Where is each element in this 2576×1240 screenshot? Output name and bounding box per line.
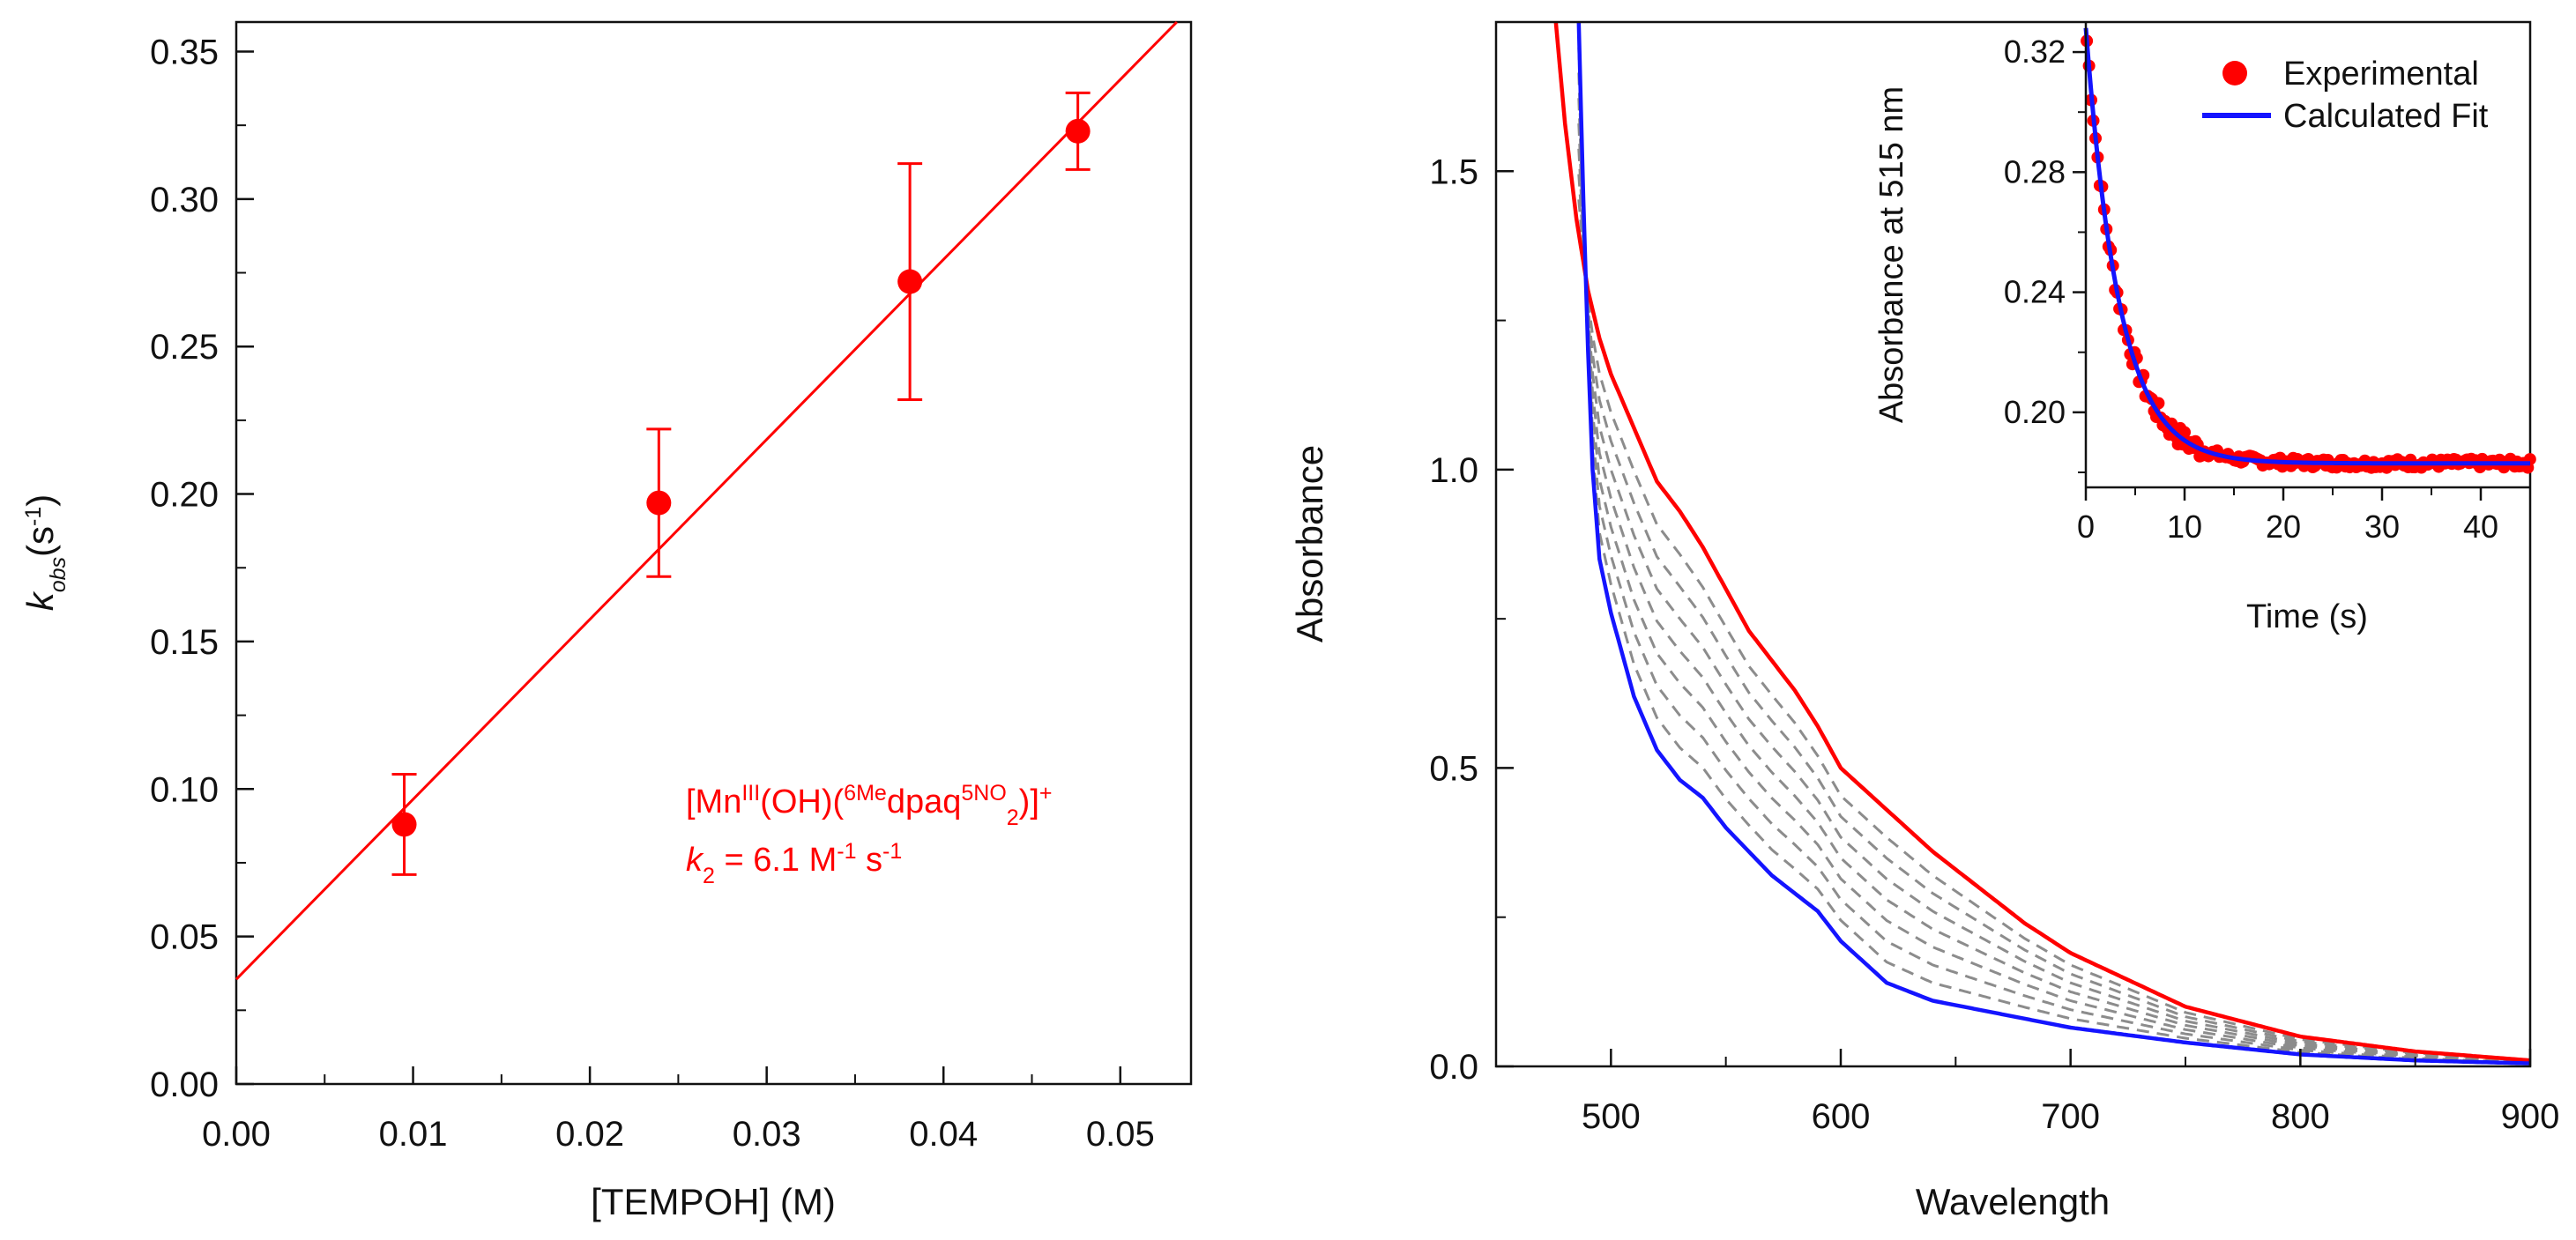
right-x-tick-label: 600 (1812, 1097, 1871, 1136)
left-axis-ticks: 0.00 0.01 0.02 0.03 0.04 0.05 0.00 0.05 0.10 0.15… (150, 33, 1155, 1154)
data-point-marker (1065, 118, 1091, 144)
calculated-fit-curve (2083, 27, 2530, 466)
inset-y-tick-label: 0.28 (2004, 153, 2066, 189)
intermediate-spectrum (1577, 123, 2531, 1064)
data-point (391, 773, 417, 876)
left-y-axis-title: kobs(s-1) (19, 494, 71, 612)
inset-y-tick-label: 0.24 (2004, 274, 2066, 310)
intermediate-spectrum (1577, 148, 2531, 1064)
left-y-tick-label: 0.20 (150, 476, 219, 515)
inset-legend: Experimental Calculated Fit (2202, 56, 2489, 135)
inset-background (1869, 26, 2526, 476)
inset-x-tick-label: 30 (2364, 509, 2400, 545)
inset-kinetics-chart: 0 10 20 30 40 0.20 0.24 0.28 0.32 Time (s) Absor… (1869, 22, 2536, 635)
data-point (646, 427, 672, 578)
data-point (1065, 91, 1091, 171)
intermediate-spectrum (1577, 199, 2531, 1063)
rate-constant-annotation: k2 = 6.1 M-1 s-1 (686, 839, 902, 888)
intermediate-spectrum (1577, 72, 2531, 1065)
inset-x-tick-label: 10 (2167, 509, 2202, 545)
inset-y-tick-label: 0.32 (2004, 33, 2066, 70)
right-y-tick-label: 1.0 (1429, 451, 1478, 490)
left-y-tick-label: 0.30 (150, 181, 219, 219)
intermediate-spectrum (1577, 98, 2531, 1064)
right-x-tick-label: 700 (2041, 1097, 2100, 1136)
inset-x-axis-title: Time (s) (2246, 598, 2368, 635)
right-y-tick-label: 0.0 (1429, 1048, 1478, 1087)
intermediate-spectrum (1577, 174, 2531, 1063)
inset-x-tick-label: 40 (2463, 509, 2498, 545)
right-x-tick-label: 800 (2271, 1097, 2330, 1136)
right-y-axis-title: Absorbance (1289, 445, 1330, 642)
left-x-tick-label: 0.01 (379, 1115, 448, 1154)
legend-calculated-fit-label: Calculated Fit (2283, 98, 2489, 135)
right-plot-frame (1494, 20, 2532, 1068)
initial-spectrum (1553, 21, 2531, 1063)
right-y-tick-label: 1.5 (1429, 152, 1478, 191)
inset-y-axis-title: Absorbance at 515 nm (1873, 86, 1910, 423)
inset-y-tick-label: 0.20 (2004, 394, 2066, 430)
right-x-tick-label: 900 (2501, 1097, 2560, 1136)
inset-x-tick-label: 0 (2077, 509, 2095, 545)
legend-experimental-label: Experimental (2283, 56, 2479, 93)
data-point-marker (646, 490, 672, 516)
left-y-tick-label: 0.10 (150, 770, 219, 809)
data-point-marker (897, 269, 923, 294)
right-x-tick-label: 500 (1582, 1097, 1641, 1136)
left-x-tick-label: 0.05 (1086, 1115, 1155, 1154)
left-x-tick-label: 0.02 (555, 1115, 624, 1154)
complex-formula-annotation: [MnIII(OH)(6Medpaq5NO2)]+ (686, 781, 1053, 830)
right-x-axis-title: Wavelength (1916, 1181, 2110, 1222)
data-point-marker (391, 812, 417, 837)
left-y-tick-label: 0.35 (150, 33, 219, 71)
left-data-points (391, 91, 1091, 876)
legend-experimental-marker (2222, 61, 2247, 85)
left-y-tick-label: 0.15 (150, 623, 219, 662)
left-y-tick-label: 0.05 (150, 918, 219, 957)
absorbance-spectra-chart: 500 600 700 800 900 0.0 0.5 1.0 1.5 Wavelength A… (1289, 20, 2559, 1222)
inset-x-tick-label: 20 (2266, 509, 2301, 545)
left-plot-frame (235, 20, 1193, 1086)
right-axis-ticks: 500 600 700 800 900 0.0 0.5 1.0 1.5 (1429, 152, 2559, 1136)
left-x-tick-label: 0.00 (202, 1115, 271, 1154)
left-x-tick-label: 0.03 (733, 1115, 801, 1154)
data-point (897, 162, 923, 401)
inset-data (2081, 27, 2536, 474)
kobs-vs-tempoh-chart: 0.00 0.01 0.02 0.03 0.04 0.05 0.00 0.05 0.10 0.15… (19, 20, 1193, 1222)
inset-axis-ticks: 0 10 20 30 40 0.20 0.24 0.28 0.32 (2004, 33, 2498, 545)
left-y-tick-label: 0.00 (150, 1066, 219, 1104)
final-spectrum (1576, 21, 2531, 1066)
spectra-curves (1553, 21, 2531, 1066)
left-y-tick-label: 0.25 (150, 328, 219, 367)
left-x-tick-label: 0.04 (909, 1115, 978, 1154)
right-y-tick-label: 0.5 (1429, 749, 1478, 788)
left-x-axis-title: [TEMPOH] (M) (591, 1181, 836, 1222)
